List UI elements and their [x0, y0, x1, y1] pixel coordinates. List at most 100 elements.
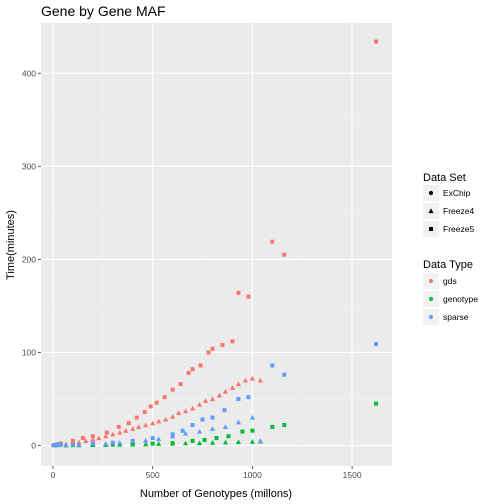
legend-data-type: Data Type gds genotype sparse	[423, 259, 478, 325]
x-axis: 0 500 1000 1500	[51, 466, 362, 480]
data-point-freeze5-genotype	[130, 442, 135, 447]
legend-data-set: Data Set ExChip Freeze4 Freeze5	[423, 172, 474, 237]
data-point-freeze4-gds	[103, 433, 109, 439]
legend-label-exchip: ExChip	[443, 188, 471, 198]
data-point-freeze4-gds	[176, 410, 182, 416]
data-point-freeze5-sparse	[200, 417, 205, 422]
data-point-freeze5-gds	[186, 370, 191, 375]
y-axis: 0 100 200 300 400	[22, 68, 41, 451]
legend-key-dot	[428, 296, 434, 302]
data-point-freeze4-gds	[257, 377, 263, 383]
data-point-freeze4-sparse	[196, 428, 203, 434]
data-point-freeze5-gds	[148, 404, 153, 409]
data-point-freeze5-sparse	[90, 441, 95, 446]
data-point-freeze5-gds	[230, 339, 235, 344]
data-point-exchip-sparse	[58, 442, 64, 447]
data-point-freeze5-sparse	[150, 436, 155, 441]
data-point-freeze4-gds	[216, 392, 223, 398]
data-point-freeze5-genotype	[226, 434, 231, 439]
data-point-freeze5-gds	[70, 438, 75, 443]
legend-key-dot	[428, 278, 434, 284]
data-point-freeze4-gds	[110, 431, 116, 437]
grid-major	[41, 23, 392, 466]
data-point-freeze4-sparse	[257, 438, 263, 443]
data-point-freeze5-genotype	[170, 441, 175, 446]
data-point-freeze5-genotype	[250, 428, 255, 433]
data-point-freeze5-sparse	[270, 363, 275, 368]
data-point-freeze5-sparse	[246, 395, 251, 400]
data-point-freeze4-sparse	[103, 441, 109, 446]
data-point-freeze4-sparse	[235, 419, 242, 425]
data-point-freeze4-gds	[117, 429, 123, 435]
data-point-freeze5-gds	[104, 430, 109, 435]
data-point-freeze4-sparse	[117, 440, 123, 445]
data-point-freeze5-gds	[80, 436, 85, 441]
data-point-freeze4-sparse	[209, 426, 216, 431]
data-point-freeze4-sparse	[249, 415, 255, 420]
data-point-freeze4-gds	[150, 420, 156, 426]
data-point-freeze4-genotype	[209, 440, 216, 445]
data-point-freeze5-sparse	[190, 423, 195, 428]
data-point-freeze4-gds	[156, 418, 162, 424]
data-point-freeze5-gds	[90, 434, 95, 439]
data-point-freeze5-sparse	[282, 372, 287, 377]
data-point-freeze4-sparse	[156, 436, 162, 442]
data-point-freeze5-sparse	[110, 440, 115, 445]
data-point-freeze4-gds	[90, 436, 96, 442]
data-point-freeze5-gds	[190, 367, 195, 372]
legend-label-gds: gds	[443, 276, 457, 286]
data-point-freeze4-gds	[222, 388, 229, 394]
data-point-freeze5-sparse	[236, 396, 241, 401]
data-point-freeze5-genotype	[214, 436, 219, 441]
data-point-freeze4-gds	[143, 422, 149, 428]
data-point-freeze4-gds	[96, 435, 102, 441]
legend-key-square	[429, 227, 433, 231]
data-point-freeze5-genotype	[190, 438, 195, 443]
data-point-freeze5-sparse	[130, 438, 135, 443]
data-point-freeze4-gds	[235, 381, 242, 387]
data-point-freeze5-sparse	[210, 415, 215, 420]
data-point-freeze5-gds	[282, 252, 287, 257]
y-tick-label: 200	[22, 254, 36, 264]
grid-minor	[41, 23, 392, 466]
data-point-freeze5-sparse	[170, 432, 175, 437]
y-tick-label: 400	[22, 68, 36, 78]
data-point-freeze4-genotype	[143, 441, 149, 447]
data-point-freeze4-sparse	[76, 441, 82, 447]
data-point-freeze5-gds	[374, 39, 379, 44]
data-point-freeze4-sparse	[63, 442, 69, 448]
legend-label-sparse: sparse	[443, 312, 469, 322]
data-point-freeze4-gds	[123, 428, 129, 433]
data-point-freeze4-genotype	[196, 440, 203, 445]
legend-label-genotype: genotype	[443, 294, 478, 304]
data-point-freeze4-gds	[202, 398, 209, 403]
data-point-freeze5-gds	[142, 410, 147, 415]
data-point-freeze5-genotype	[240, 429, 245, 434]
plot-panel	[41, 23, 392, 466]
y-tick-label: 300	[22, 161, 36, 171]
data-point-freeze4-gds	[170, 414, 176, 419]
data-point-freeze4-gds	[130, 426, 136, 431]
data-point-freeze4-gds	[196, 401, 203, 407]
data-point-freeze5-genotype	[374, 401, 379, 406]
x-tick-label: 500	[146, 470, 160, 480]
data-point-freeze5-gds	[126, 421, 131, 426]
data-point-freeze5-gds	[246, 294, 251, 299]
x-tick-label: 1500	[343, 470, 362, 480]
legend-data-type-title: Data Type	[423, 259, 473, 271]
legend-data-set-title: Data Set	[423, 172, 466, 184]
data-point-freeze5-genotype	[150, 441, 155, 446]
data-point-freeze5-sparse	[70, 442, 75, 447]
data-point-freeze5-gds	[198, 363, 203, 368]
data-point-freeze4-gds	[136, 424, 142, 429]
data-point-freeze4-genotype	[156, 441, 162, 446]
data-point-freeze4-sparse	[222, 424, 229, 429]
data-point-freeze5-gds	[206, 350, 211, 355]
data-point-freeze4-gds	[182, 408, 189, 414]
data-point-freeze5-gds	[210, 346, 215, 351]
data-point-freeze4-gds	[229, 385, 236, 390]
y-axis-title: Time(minutes)	[5, 210, 17, 280]
data-point-freeze5-gds	[270, 239, 275, 244]
data-point-freeze5-genotype	[202, 437, 207, 442]
